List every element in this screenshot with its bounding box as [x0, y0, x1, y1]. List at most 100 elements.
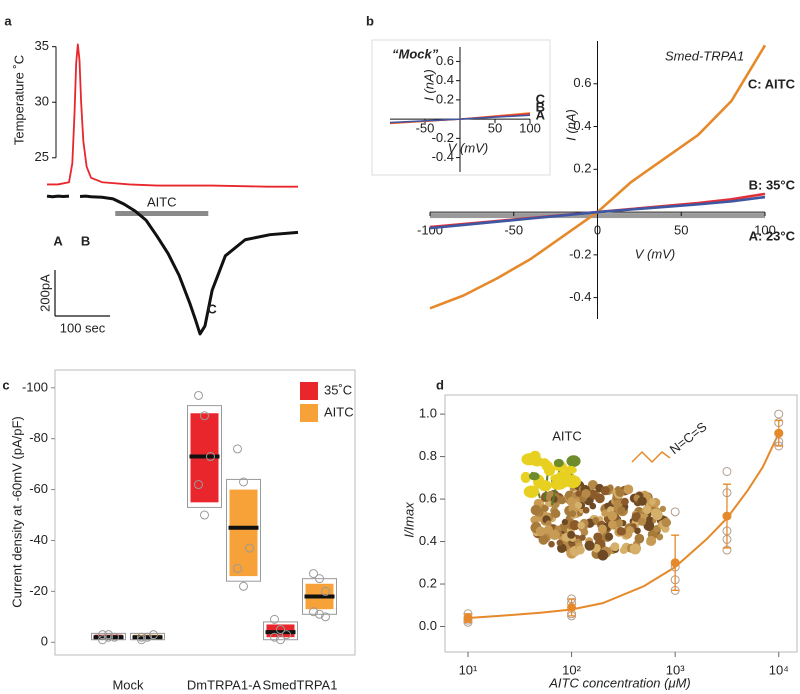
series-label: A: 23°C: [749, 229, 796, 244]
structure-label: N=C=S: [667, 419, 710, 457]
annotation: AITC: [552, 428, 582, 443]
data-point: [270, 614, 279, 624]
flower-illustration: [523, 453, 535, 465]
legend-swatch: [300, 404, 318, 422]
flower-illustration: [528, 472, 540, 481]
data-point: [239, 581, 248, 591]
flower-illustration: [520, 471, 531, 483]
data-point: [200, 510, 209, 520]
seed-illustration: [579, 534, 586, 541]
y-tick-label: -80: [29, 430, 48, 445]
data-point: [149, 630, 158, 640]
seed-illustration: [581, 488, 591, 499]
y-tick-label: 30: [35, 94, 49, 109]
x-tick-label: -50: [416, 121, 435, 136]
data-point: [98, 635, 107, 645]
seed-illustration: [600, 486, 610, 496]
series-label: A: [536, 108, 546, 123]
x-tick-label: Mock: [112, 677, 144, 692]
stimulus-label: AITC: [147, 194, 177, 209]
data-point: [321, 586, 330, 596]
seed-illustration: [582, 506, 590, 514]
data-point: [276, 625, 285, 635]
flower-illustration: [543, 464, 556, 476]
replicate-point: [722, 466, 732, 476]
flower-illustration: [538, 480, 552, 492]
flower-illustration: [523, 485, 540, 498]
y-axis-title: I (nA): [421, 69, 436, 101]
data-point: [309, 569, 318, 579]
y-tick-label: 25: [35, 149, 49, 164]
x-axis-title: V (mV): [635, 246, 675, 261]
seed-illustration: [619, 546, 628, 555]
seed-illustration: [625, 526, 634, 535]
seed-illustration: [642, 505, 652, 515]
seed-illustration: [597, 549, 609, 561]
y-tick-label: 0.2: [436, 91, 454, 106]
series-line: [429, 195, 766, 230]
y-tick-label: 0.2: [419, 575, 437, 590]
series-label: B: 35°C: [749, 177, 796, 192]
seed-illustration: [593, 532, 603, 542]
y-tick-label: 0: [41, 634, 48, 649]
series-label: B: [536, 99, 545, 114]
data-point: [206, 452, 215, 462]
seed-illustration: [597, 524, 607, 534]
trace-marker: B: [81, 234, 90, 249]
seed-illustration: [567, 530, 576, 539]
seed-illustration: [604, 532, 614, 541]
y-tick-label: 0.6: [436, 53, 454, 68]
legend-swatch: [300, 382, 318, 400]
seed-illustration: [651, 509, 663, 521]
seed-illustration: [569, 520, 580, 531]
x-tick-label: 10⁴: [769, 662, 789, 677]
y-tick-label: 35: [35, 38, 49, 53]
seed-illustration: [621, 497, 629, 506]
x-tick-label: DmTRPA1-A: [187, 677, 261, 692]
seed-illustration: [577, 521, 585, 530]
x-tick-label: SmedTRPA1: [263, 677, 338, 692]
x-tick-label: 100: [754, 223, 776, 238]
panel-label: b: [366, 13, 374, 28]
y-tick-label: 0.6: [573, 75, 591, 90]
y-axis-title: I/Imax: [401, 502, 416, 538]
series-line: [46, 194, 299, 336]
y-tick-label: -20: [29, 583, 48, 598]
inset-frame: [371, 39, 551, 176]
seed-illustration: [566, 497, 577, 507]
legend-label: AITC: [324, 404, 354, 419]
y-axis-title: I (nA): [563, 109, 578, 141]
data-point: [233, 444, 242, 454]
data-point: [276, 635, 285, 645]
data-point: [245, 543, 254, 553]
panel-label: c: [2, 377, 9, 392]
data-point: [282, 630, 291, 640]
data-point: [194, 390, 203, 400]
data-point: [233, 563, 242, 573]
y-tick-label: 0.6: [419, 491, 437, 506]
y-tick-label: 1.0: [419, 406, 437, 421]
scale-bar-x-label: 100 sec: [60, 320, 106, 335]
series-label: C: [536, 91, 546, 106]
box: [229, 489, 258, 577]
x-tick-label: 10³: [666, 662, 685, 677]
fit-line: [467, 432, 780, 620]
seed-illustration: [535, 526, 546, 537]
seed-illustration: [538, 534, 549, 545]
mean-point: [722, 511, 732, 521]
seed-illustration: [634, 533, 645, 544]
y-axis-title: Temperature ˚C: [11, 55, 26, 145]
x-axis-title: V (mV): [448, 140, 488, 155]
trace-marker: C: [207, 302, 217, 317]
replicate-point: [670, 507, 680, 517]
data-point: [137, 632, 146, 642]
seed-illustration: [530, 504, 542, 516]
data-point: [143, 632, 152, 642]
x-tick-label: 100: [519, 121, 541, 136]
seed-illustration: [661, 517, 671, 528]
y-tick-label: 0.4: [436, 72, 454, 87]
seed-illustration: [595, 493, 605, 504]
seed-illustration: [592, 516, 600, 524]
data-point: [194, 480, 203, 490]
flower-illustration: [563, 465, 577, 475]
